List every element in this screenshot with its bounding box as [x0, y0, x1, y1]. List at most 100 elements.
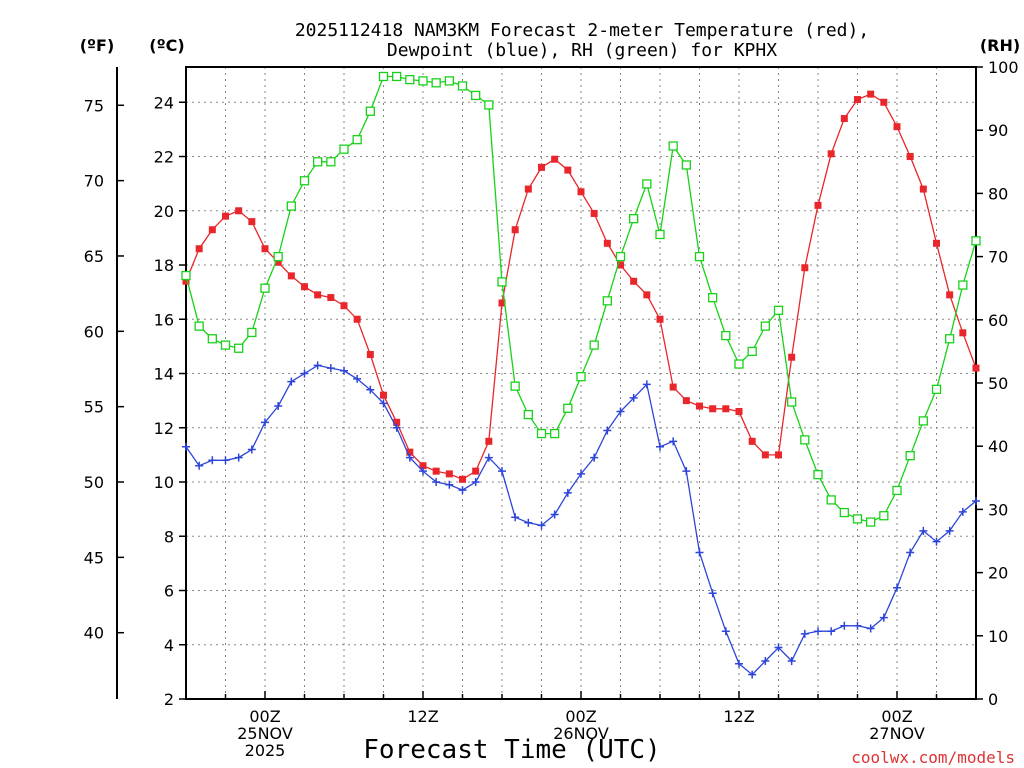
axes — [116, 66, 977, 700]
temperature-point — [485, 437, 493, 445]
dewpoint-point — [695, 548, 704, 557]
temperature-point — [630, 277, 638, 285]
dewpoint-point — [458, 486, 467, 495]
rh-point — [392, 71, 402, 82]
celsius-tick-label: 2 — [164, 690, 174, 709]
temperature-point — [208, 226, 216, 234]
rh-point — [523, 409, 533, 420]
rh-point — [615, 251, 626, 262]
rh-point — [918, 416, 928, 426]
rh-point — [247, 327, 257, 338]
rh-point — [945, 334, 955, 344]
rh-point — [668, 141, 678, 151]
rh-tick-label: 90 — [988, 121, 1008, 140]
dewpoint-point — [392, 423, 401, 432]
rh-point — [971, 236, 981, 246]
rh-point — [326, 157, 336, 167]
rh-point — [879, 511, 889, 521]
time-tick-label: 27NOV — [869, 724, 925, 743]
rh-point — [207, 334, 217, 344]
temperature-point — [748, 437, 756, 445]
dewpoint-point — [366, 385, 375, 394]
dewpoint-point — [682, 467, 691, 476]
temperature-point — [235, 207, 243, 215]
temperature-point — [643, 291, 651, 299]
dewpoint-point — [879, 613, 888, 622]
time-tick-label: 00Z — [565, 707, 596, 726]
fahrenheit-tick-label: 65 — [84, 247, 104, 266]
rh-point — [471, 90, 481, 101]
rh-point — [339, 144, 349, 154]
dewpoint-point — [221, 456, 230, 465]
time-tick-label: 00Z — [249, 707, 280, 726]
rh-point — [444, 76, 454, 86]
celsius-unit-label: (ºC) — [149, 36, 184, 55]
dewpoint-point — [629, 393, 638, 402]
dewpoint-point — [748, 670, 757, 679]
rh-point — [194, 321, 204, 331]
temperature-point — [498, 299, 506, 307]
dewpoint-point — [300, 369, 309, 378]
temperature-point — [274, 258, 282, 266]
rh-axis-ticks: 0 10 20 30 40 50 60 70 80 90 100 — [976, 58, 1019, 709]
rh-point — [431, 78, 441, 88]
dewpoint-point — [287, 377, 296, 386]
plot-frame — [185, 66, 977, 700]
rh-point — [405, 74, 415, 85]
rh-tick-label: 70 — [988, 248, 1008, 267]
temperature-point — [735, 407, 743, 415]
temperature-point — [814, 201, 822, 209]
rh-point — [694, 251, 705, 262]
dewpoint-point — [853, 621, 862, 630]
rh-point — [787, 397, 797, 407]
temperature-point — [472, 467, 480, 475]
dewpoint-point — [208, 456, 217, 465]
dewpoint-point — [919, 526, 928, 535]
dewpoint-point — [893, 583, 901, 592]
rh-point — [352, 135, 362, 145]
rh-point — [813, 469, 823, 480]
rh-point — [800, 435, 810, 445]
rh-tick-label: 100 — [988, 58, 1019, 77]
dewpoint-point — [827, 627, 836, 636]
celsius-tick-label: 22 — [154, 148, 174, 167]
temperature-point — [445, 470, 453, 478]
rh-tick-label: 20 — [988, 564, 1008, 583]
dewpoint-point — [972, 496, 980, 505]
time-tick-label: 00Z — [881, 707, 912, 726]
temperature-point — [603, 239, 611, 247]
temperature-point — [827, 150, 835, 158]
temperature-point — [261, 245, 269, 253]
temperature-point — [919, 185, 927, 193]
fahrenheit-unit-label: (ºF) — [80, 36, 115, 55]
rh-point — [286, 201, 296, 211]
temperature-point — [287, 272, 295, 280]
fahrenheit-tick-label: 40 — [84, 624, 104, 643]
dewpoint-point — [577, 469, 585, 478]
dewpoint-point — [800, 629, 809, 638]
dewpoint-point — [182, 442, 190, 451]
fahrenheit-tick-label: 50 — [84, 473, 104, 492]
dewpoint-point — [274, 402, 283, 411]
rh-point — [220, 340, 231, 350]
rh-point — [852, 514, 863, 524]
fahrenheit-tick-label: 60 — [84, 322, 104, 341]
dewpoint-point — [945, 526, 954, 535]
rh-tick-label: 50 — [988, 374, 1008, 393]
rh-point — [931, 384, 942, 394]
dewpoint-point — [669, 437, 678, 446]
rh-point — [760, 321, 770, 331]
celsius-tick-label: 4 — [164, 636, 174, 655]
dewpoint-point — [261, 418, 269, 427]
rh-point — [536, 428, 547, 439]
rh-point — [747, 346, 757, 357]
rh-tick-label: 0 — [988, 690, 998, 709]
rh-point — [958, 280, 968, 290]
dewpoint-point — [603, 426, 612, 435]
dewpoint-point — [708, 589, 717, 598]
series-temperature — [182, 90, 980, 483]
temperature-point — [669, 383, 677, 391]
dewpoint-point — [405, 453, 414, 462]
dewpoint-point — [656, 442, 664, 451]
